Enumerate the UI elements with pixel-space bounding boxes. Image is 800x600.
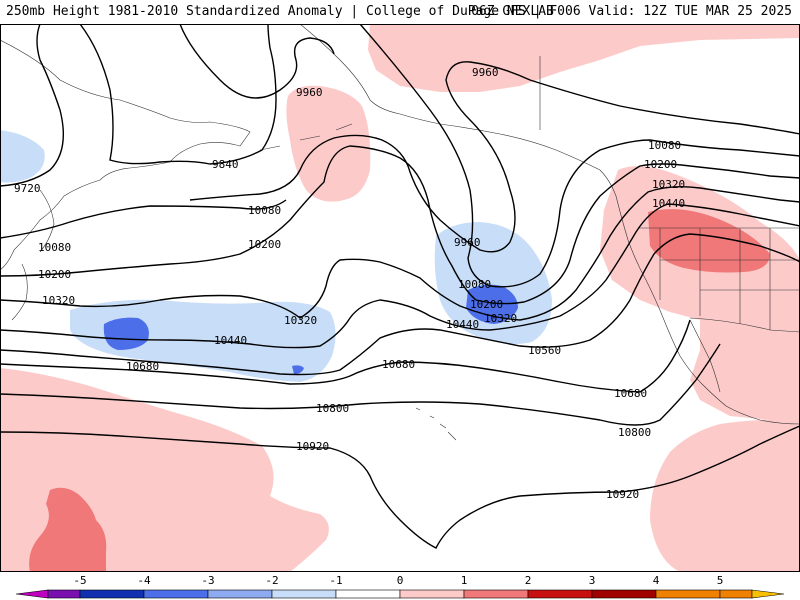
colorbar-swatch [15,589,49,599]
strong-negative-anomaly-west [103,317,149,350]
colorbar-swatches [15,589,785,599]
positive-anomaly-gulf [286,85,371,202]
contour-label: 9840 [212,158,239,171]
contour-10800 [0,343,721,426]
colorbar-swatch [271,589,337,599]
contour-label: 10560 [528,344,561,357]
colorbar-swatch [463,589,529,599]
colorbar-tick-label: -5 [73,574,86,587]
height-contours [0,24,800,549]
contour-label: 10440 [446,318,479,331]
contour-9720 [0,24,65,187]
contour-label: 10200 [644,158,677,171]
contour-9960-west [179,24,800,253]
colorbar-swatch [47,589,81,599]
contour-label: 10320 [42,294,75,307]
us-mexico-border [689,317,800,333]
map-header: 250mb Height 1981-2010 Standardized Anom… [0,0,800,24]
negative-anomaly-pacific-central [434,222,552,344]
colorbar-swatch [79,589,145,599]
model-run-info: 06Z GFS | F006 Valid: 12Z TUE MAR 25 202… [471,4,792,19]
colorbar-swatch [719,589,753,599]
map-title: 250mb Height 1981-2010 Standardized Anom… [6,4,554,19]
contour-label: 10200 [38,268,71,281]
contour-10920 [0,425,800,549]
colorbar-swatch [335,589,401,599]
colorbar: -5 -4 -3 -2 -1 0 1 2 3 4 5 [0,572,800,600]
contour-label: 9960 [296,86,323,99]
contour-label: 10440 [652,197,685,210]
contour-label: 10320 [284,314,317,327]
colorbar-swatch [143,589,209,599]
anomaly-map: 9720 9840 9960 9960 9960 10080 10080 100… [0,24,800,572]
colorbar-tick-label: 5 [717,574,724,587]
colorbar-swatch [527,589,593,599]
hawaii-islands [415,407,457,441]
colorbar-tick-label: -3 [201,574,214,587]
contour-label: 10800 [618,426,651,439]
colorbar-tick-label: 0 [397,574,404,587]
contour-label: 10800 [316,402,349,415]
asia-coastline [0,39,251,271]
colorbar-swatch [655,589,721,599]
strong-positive-anomaly-west-us [648,209,770,273]
contour-label: 9720 [14,182,41,195]
strong-negative-anomaly-central [466,284,518,324]
contour-label: 10200 [248,238,281,251]
positive-anomaly-southeast [650,419,800,572]
colorbar-tick-label: -4 [137,574,151,587]
contour-10680 [0,319,691,393]
contour-label: 10080 [648,139,681,152]
contour-label: 10920 [606,488,639,501]
north-america-coastline [615,195,800,425]
contour-label: 10680 [614,387,647,400]
contour-label: 10320 [652,178,685,191]
contour-label: 10200 [470,298,503,311]
contour-label: 10440 [214,334,247,347]
contour-label: 10680 [382,358,415,371]
aleutian-islands [259,123,353,151]
contour-label: 10080 [248,204,281,217]
contour-label: 10920 [296,440,329,453]
contour-10080 [0,24,800,288]
contour-label: 10080 [458,278,491,291]
colorbar-swatch [591,589,657,599]
strong-positive-anomaly-southwest [29,487,107,572]
colorbar-swatch [399,589,465,599]
contour-10200 [0,145,800,305]
strong-negative-anomaly-small [292,365,304,374]
colorbar-tick-label: 4 [653,574,660,587]
contour-labels: 9720 9840 9960 9960 9960 10080 10080 100… [14,66,685,501]
negative-anomaly-northwest [0,130,45,183]
colorbar-tick-label: 3 [589,574,596,587]
contour-10440 [0,203,800,349]
colorbar-swatch [207,589,273,599]
contour-label: 10080 [38,241,71,254]
contour-label: 10320 [484,312,517,325]
contour-10320 [0,185,800,321]
colorbar-tick-label: -1 [329,574,342,587]
contour-label: 9960 [454,236,481,249]
colorbar-swatch [751,589,785,599]
contour-label: 10680 [126,360,159,373]
colorbar-labels: -5 -4 -3 -2 -1 0 1 2 3 4 5 [73,574,723,587]
colorbar-tick-label: 1 [461,574,468,587]
positive-anomaly-north [368,24,800,92]
contour-9840 [79,24,277,165]
state-borders [659,228,800,330]
colorbar-tick-label: -2 [265,574,278,587]
japan-islands [11,189,55,321]
colorbar-tick-label: 2 [525,574,532,587]
contour-10560 [0,233,800,376]
contour-label: 9960 [472,66,499,79]
